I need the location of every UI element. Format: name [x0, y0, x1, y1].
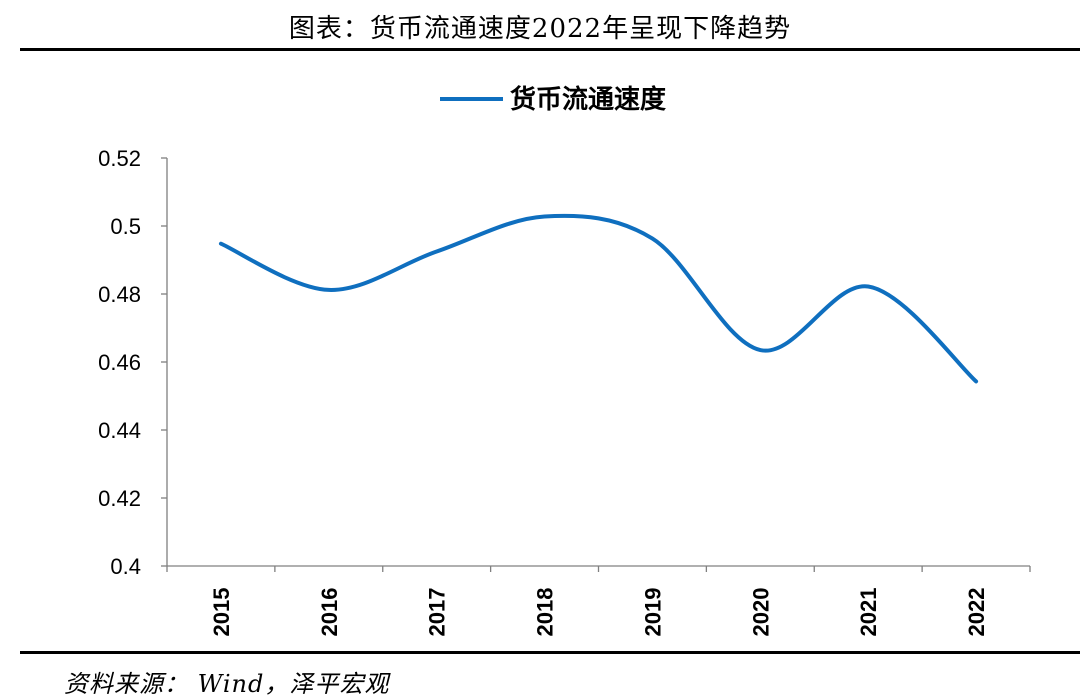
x-tick-label: 2015: [209, 588, 234, 637]
y-tick-label: 0.5: [110, 214, 141, 239]
axes: [161, 157, 1031, 572]
bottom-rule: [20, 651, 1080, 654]
top-rule: [20, 48, 1080, 51]
tick-labels: 0.4 0.42 0.44 0.46 0.48 0.5 0.52 2015 2016 2017 20…: [98, 146, 989, 636]
legend: 货币流通速度: [440, 84, 666, 115]
x-tick-label: 2017: [425, 588, 450, 637]
y-tick-label: 0.42: [98, 486, 141, 511]
series-layer: [218, 213, 979, 384]
chart-title: 图表：货币流通速度2022年呈现下降趋势: [288, 14, 792, 44]
x-tick-label: 2018: [533, 588, 558, 637]
y-tick-label: 0.46: [98, 350, 141, 375]
x-tick-label: 2020: [748, 588, 773, 637]
source-note: 资料来源： Wind，泽平宏观: [64, 670, 390, 698]
x-tick-label: 2022: [964, 588, 989, 637]
x-tick-label: 2016: [317, 588, 342, 637]
legend-label: 货币流通速度: [510, 84, 666, 115]
series-line: [218, 213, 979, 384]
y-tick-label: 0.48: [98, 282, 141, 307]
x-tick-label: 2019: [640, 588, 665, 637]
y-tick-label: 0.52: [98, 146, 141, 171]
y-tick-label: 0.44: [98, 418, 141, 443]
y-tick-label: 0.4: [110, 554, 141, 579]
x-tick-label: 2021: [856, 588, 881, 637]
